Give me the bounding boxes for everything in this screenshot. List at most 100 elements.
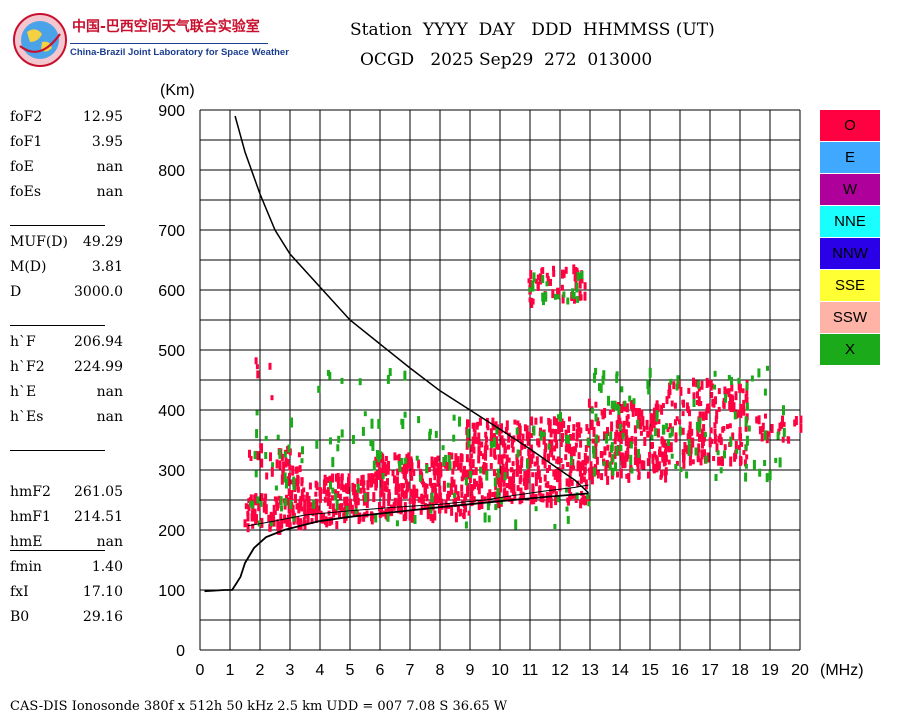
echo-point	[530, 298, 534, 308]
echo-point	[465, 454, 469, 463]
echo-point	[615, 445, 619, 456]
echo-point	[457, 495, 460, 501]
echo-point	[593, 372, 596, 383]
echo-point	[739, 433, 742, 442]
echo-point	[665, 423, 669, 430]
echo-point	[786, 436, 790, 442]
echo-point	[552, 269, 556, 277]
echo-point	[744, 444, 748, 451]
param-value: nan	[96, 534, 123, 550]
echo-point	[384, 470, 388, 477]
echo-point	[471, 459, 475, 469]
echo-point	[526, 478, 530, 484]
echo-point	[552, 416, 556, 426]
electron-density-profile	[204, 492, 589, 593]
echo-point	[270, 395, 274, 401]
echo-point	[397, 493, 401, 504]
echo-point	[575, 422, 579, 428]
echo-point	[428, 477, 432, 486]
echo-point	[323, 496, 327, 503]
echo-point	[719, 467, 723, 474]
echo-point	[686, 433, 690, 440]
echo-point	[400, 458, 404, 465]
echo-point	[527, 452, 531, 462]
echo-point	[423, 502, 427, 510]
echo-point	[613, 400, 617, 411]
echo-point	[439, 464, 443, 472]
echo-point	[528, 287, 532, 293]
echo-point	[549, 278, 552, 286]
echo-point	[407, 458, 411, 469]
x-tick-label: 2	[256, 662, 265, 679]
echo-point	[559, 442, 563, 447]
echo-point	[564, 429, 568, 438]
echo-point	[515, 464, 519, 473]
echo-point	[397, 457, 401, 464]
echo-point	[583, 282, 587, 290]
echo-point	[500, 454, 504, 465]
o-mode-trace	[247, 484, 589, 527]
echo-point	[625, 403, 629, 413]
echo-point	[256, 370, 260, 379]
echo-point	[477, 500, 481, 510]
echo-point	[470, 444, 474, 453]
echo-point	[290, 479, 294, 485]
echo-point	[452, 414, 456, 421]
echo-point	[683, 442, 687, 452]
echo-point	[729, 394, 732, 403]
echo-point	[508, 495, 512, 502]
echo-point	[292, 515, 296, 522]
echo-point	[444, 499, 448, 507]
echo-point	[765, 435, 769, 444]
echo-point	[280, 453, 284, 461]
echo-point	[664, 443, 668, 449]
echo-point	[599, 451, 603, 458]
echo-point	[637, 454, 641, 464]
param-value: nan	[96, 184, 123, 200]
echo-point	[473, 479, 476, 489]
echo-point	[594, 367, 598, 375]
y-axis-label: (Km)	[160, 82, 195, 99]
echo-point	[503, 496, 507, 502]
echo-point	[448, 461, 452, 471]
echo-point	[404, 457, 408, 464]
echo-point	[706, 452, 710, 463]
echo-point	[345, 496, 349, 506]
echo-point	[300, 506, 304, 512]
echo-point	[307, 506, 311, 515]
echo-point	[667, 439, 670, 446]
param-label: hmE	[10, 534, 43, 550]
echo-point	[358, 378, 362, 386]
echo-point	[467, 440, 471, 448]
param-value: nan	[96, 409, 123, 425]
echo-point	[470, 488, 474, 499]
echo-point	[396, 507, 400, 514]
echo-point	[630, 436, 634, 444]
echo-point	[660, 436, 664, 445]
echo-point	[614, 462, 617, 472]
echo-point	[480, 441, 484, 448]
echo-point	[410, 462, 414, 473]
echo-point	[515, 427, 519, 435]
param-label: h`E	[10, 384, 37, 400]
echo-point	[739, 408, 743, 419]
echo-point	[265, 472, 269, 480]
echo-point	[249, 456, 253, 461]
echo-point	[608, 409, 612, 415]
echo-point	[542, 433, 546, 444]
echo-point	[383, 485, 387, 492]
echo-point	[364, 492, 367, 502]
echo-point	[508, 480, 512, 490]
echo-point	[763, 430, 767, 441]
echo-point	[532, 425, 536, 436]
echo-point	[286, 517, 290, 527]
echo-point	[410, 512, 414, 523]
echo-point	[354, 508, 358, 515]
echo-point	[546, 468, 549, 473]
echo-point	[652, 420, 656, 429]
echo-point	[580, 278, 584, 284]
echo-point	[616, 404, 620, 410]
echo-point	[477, 432, 481, 442]
echo-point	[402, 514, 406, 522]
echo-point	[500, 435, 504, 446]
